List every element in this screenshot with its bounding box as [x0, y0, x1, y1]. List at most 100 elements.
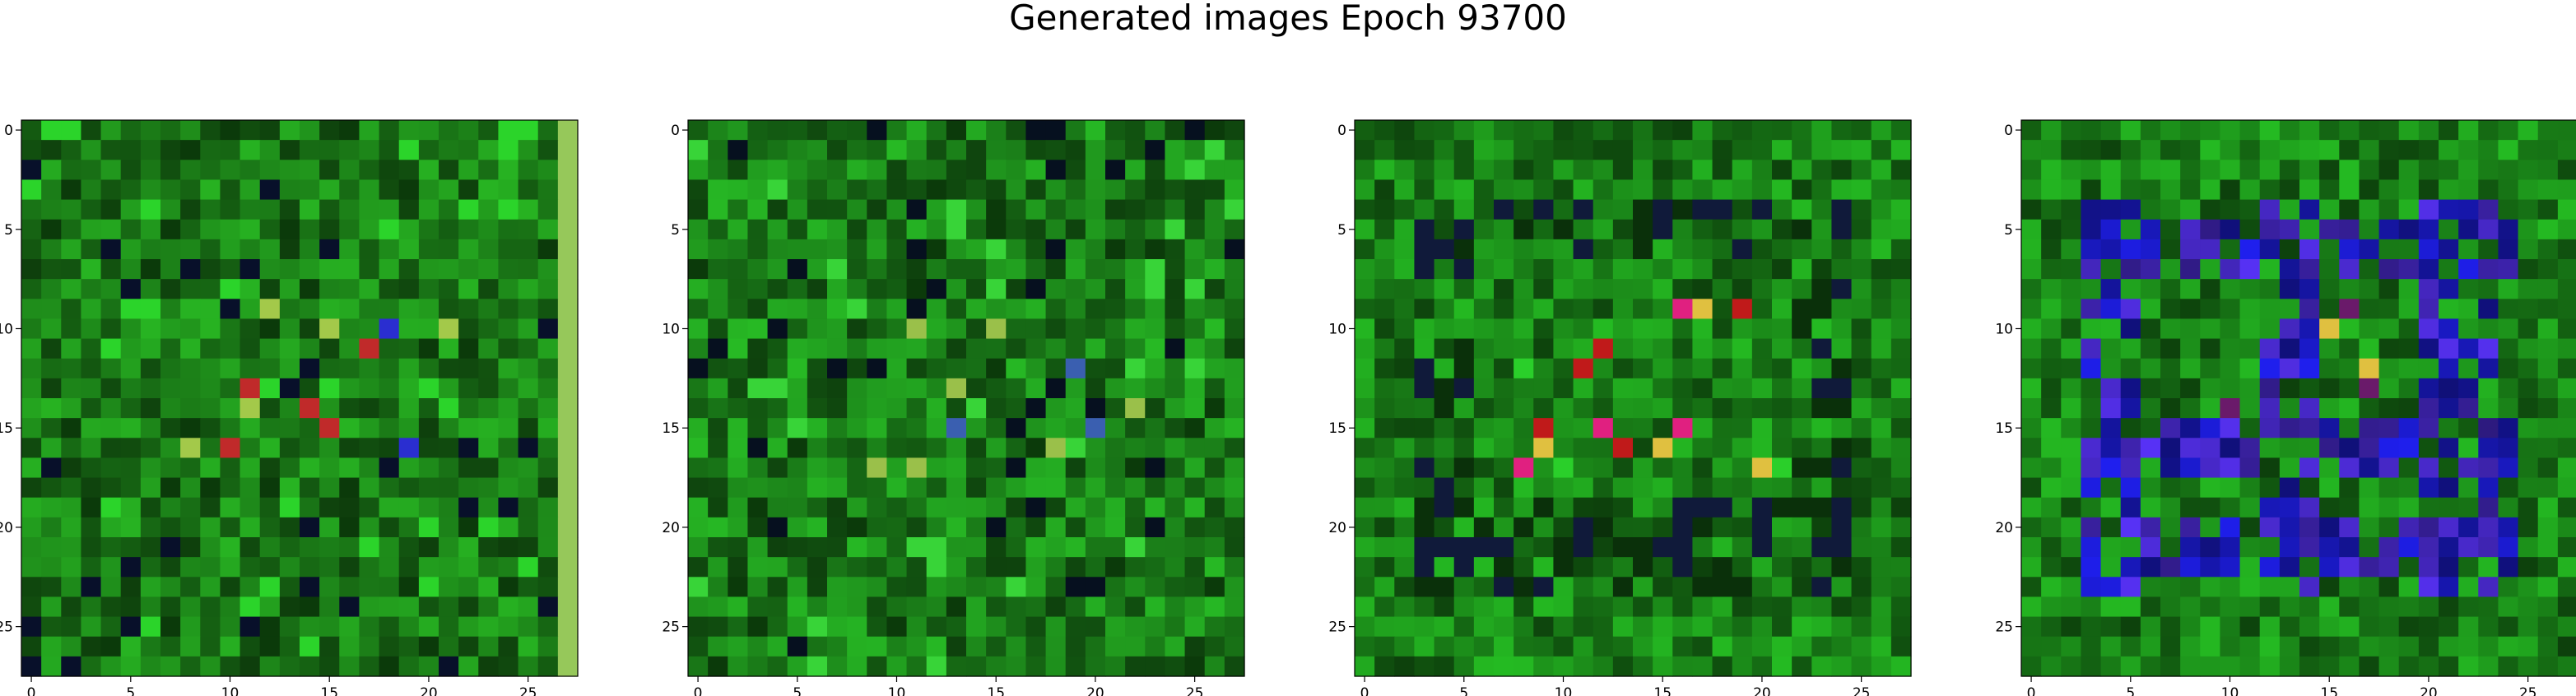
pixel-cell — [21, 438, 42, 459]
pixel-cell — [2279, 537, 2300, 558]
pixel-cell — [1394, 477, 1416, 499]
pixel-cell — [867, 299, 888, 320]
pixel-cell — [807, 418, 828, 438]
pixel-cell — [966, 457, 987, 479]
pixel-cell — [728, 656, 749, 677]
pixel-cell — [2537, 140, 2559, 160]
pixel-cell — [966, 259, 987, 280]
pixel-cell — [2279, 457, 2300, 479]
pixel-cell — [1105, 378, 1126, 399]
pixel-cell — [41, 457, 62, 479]
pixel-cell — [986, 418, 1007, 438]
pixel-cell — [1811, 398, 1833, 419]
pixel-cell — [1732, 259, 1753, 280]
pixel-cell — [1006, 199, 1027, 220]
pixel-cell — [1533, 160, 1555, 181]
pixel-cell — [2299, 418, 2320, 438]
pixel-cell — [1006, 636, 1027, 657]
pixel-cell — [2081, 398, 2102, 419]
pixel-cell — [2498, 358, 2519, 379]
pixel-cell — [1224, 438, 1245, 459]
pixel-cell — [2160, 596, 2181, 618]
pixel-cell — [1165, 497, 1186, 518]
pixel-cell — [2418, 477, 2439, 499]
pixel-cell — [2021, 557, 2042, 578]
pixel-cell — [1125, 358, 1146, 379]
pixel-cell — [1145, 199, 1166, 220]
pixel-cell — [2239, 140, 2261, 160]
pixel-cell — [498, 537, 519, 558]
pixel-cell — [518, 338, 539, 360]
pixel-cell — [2220, 438, 2241, 459]
pixel-cell — [279, 259, 300, 280]
pixel-cell — [2378, 577, 2400, 598]
pixel-cell — [2439, 299, 2459, 320]
pixel-cell — [1811, 239, 1833, 260]
pixel-cell — [926, 299, 947, 320]
pixel-cell — [2279, 239, 2300, 260]
pixel-cell — [1394, 616, 1416, 638]
pixel-cell — [747, 477, 769, 499]
pixel-cell — [886, 199, 908, 220]
pixel-cell — [966, 299, 987, 320]
pixel-cell — [100, 636, 122, 657]
pixel-cell — [439, 358, 459, 379]
pixel-cell — [1831, 636, 1853, 657]
pixel-cell — [1573, 398, 1594, 419]
pixel-cell — [1772, 299, 1793, 320]
pixel-cell — [2160, 318, 2181, 340]
pixel-cell — [2239, 497, 2261, 518]
pixel-cell — [1025, 219, 1047, 240]
pixel-cell — [300, 140, 320, 160]
pixel-cell — [1494, 418, 1514, 438]
pixel-cell — [557, 577, 579, 598]
pixel-cell — [926, 557, 947, 578]
pixel-cell — [1224, 497, 1245, 518]
pixel-cell — [747, 179, 769, 201]
pixel-cell — [2041, 199, 2062, 220]
pixel-cell — [2061, 517, 2082, 538]
pixel-cell — [2259, 517, 2281, 538]
pixel-cell — [2041, 120, 2062, 141]
x-tick-label: 10 — [2221, 685, 2239, 696]
pixel-cell — [2140, 140, 2161, 160]
pixel-cell — [2478, 279, 2499, 299]
pixel-cell — [1533, 259, 1555, 280]
pixel-cell — [1612, 656, 1634, 677]
pixel-cell — [1453, 398, 1475, 419]
pixel-cell — [239, 318, 261, 340]
pixel-cell — [200, 636, 221, 657]
pixel-cell — [1732, 140, 1753, 160]
pixel-cell — [2239, 537, 2261, 558]
pixel-cell — [1414, 616, 1435, 638]
pixel-cell — [2200, 636, 2221, 657]
pixel-cell — [1006, 418, 1027, 438]
pixel-cell — [2518, 338, 2539, 360]
pixel-cell — [359, 140, 380, 160]
pixel-cell — [439, 219, 459, 240]
pixel-cell — [1085, 239, 1106, 260]
pixel-cell — [986, 120, 1007, 141]
pixel-cell — [200, 279, 221, 299]
pixel-cell — [21, 338, 42, 360]
pixel-cell — [1105, 398, 1126, 419]
pixel-cell — [1612, 636, 1634, 657]
pixel-cell — [2299, 259, 2320, 280]
pixel-cell — [498, 160, 519, 181]
pixel-cell — [557, 616, 579, 638]
pixel-cell — [708, 120, 728, 141]
pixel-cell — [100, 199, 122, 220]
pixel-cell — [1045, 160, 1067, 181]
pixel-cell — [1394, 418, 1416, 438]
pixel-cell — [2061, 179, 2082, 201]
pixel-cell — [1653, 577, 1673, 598]
pixel-cell — [300, 160, 320, 181]
pixel-cell — [1065, 557, 1086, 578]
pixel-cell — [2537, 636, 2559, 657]
pixel-cell — [2220, 120, 2241, 141]
pixel-cell — [379, 338, 400, 360]
pixel-cell — [2220, 160, 2241, 181]
pixel-cell — [239, 179, 261, 201]
pixel-cell — [1831, 596, 1853, 618]
x-tick-label: 25 — [2519, 685, 2537, 696]
